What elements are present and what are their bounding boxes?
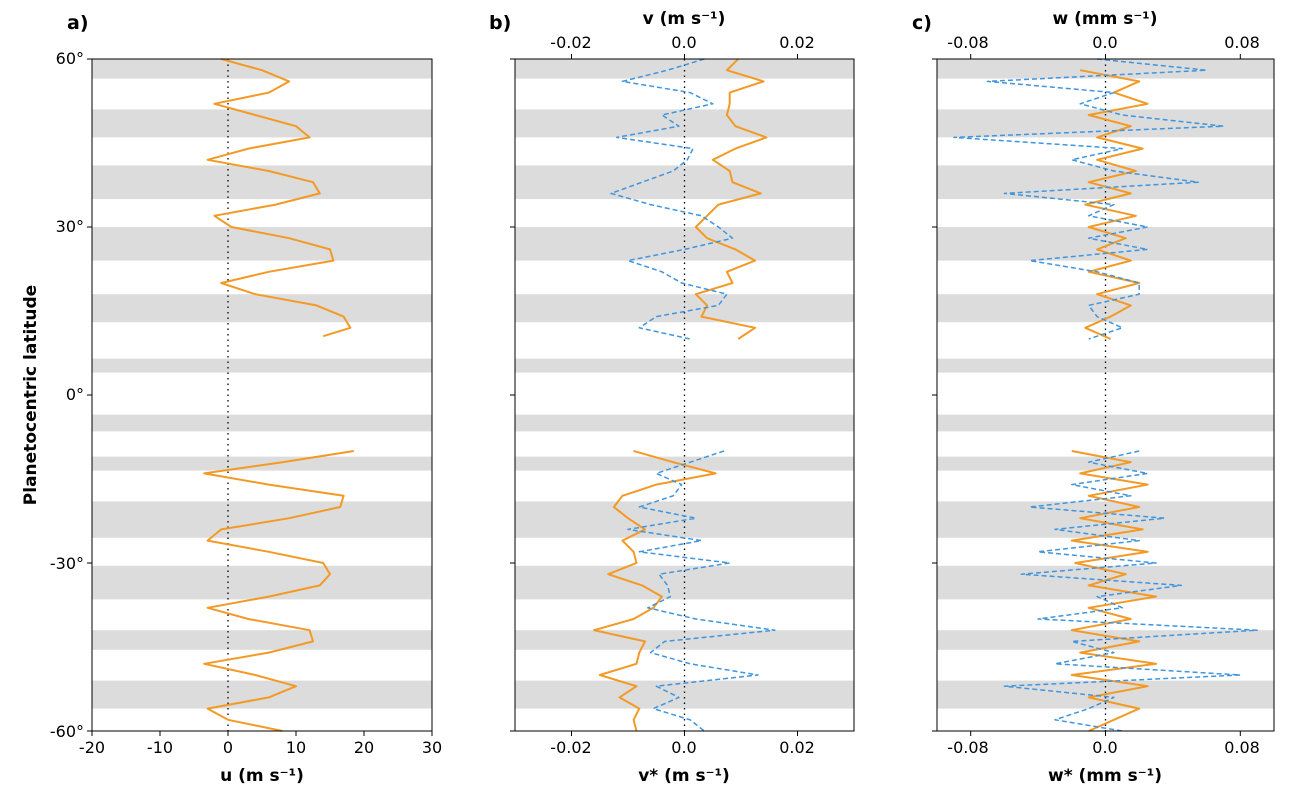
mean-series-line [694, 58, 768, 340]
shaded-band [92, 414, 432, 432]
x-tick-label: 0.02 [779, 738, 815, 757]
eddy-series-line [953, 58, 1225, 340]
y-tick-labels: 60° 30° 0° -30° -60° [50, 49, 84, 741]
panel-b-plot [510, 54, 855, 736]
x-tick-label: 30 [422, 738, 442, 757]
x-top-tick-label: -0.02 [550, 33, 591, 52]
mean-series-line [206, 58, 352, 338]
shaded-band [515, 227, 854, 261]
shaded-band [937, 109, 1274, 138]
shaded-band [92, 358, 432, 373]
panel-a-label: a) [67, 12, 89, 34]
shaded-band [515, 630, 854, 650]
panel-c-x-top-axis-label: w (mm s⁻¹) [1052, 9, 1157, 29]
y-tick-label: 60° [56, 49, 84, 68]
shaded-band [92, 59, 432, 79]
shaded-band [515, 680, 854, 709]
eddy-series-line [610, 58, 734, 340]
y-tick-label: -30° [50, 554, 84, 573]
x-tick-label: 20 [354, 738, 374, 757]
x-top-tick-label: 0.08 [1224, 33, 1260, 52]
panel-b-x-top-axis-label: v (m s⁻¹) [643, 9, 726, 29]
shaded-band [92, 165, 432, 199]
y-tick-label: 30° [56, 217, 84, 236]
y-tick-label: -60° [50, 722, 84, 741]
panel-a-x-axis-label: u (m s⁻¹) [220, 766, 304, 786]
x-tick-label: 0.0 [1092, 738, 1117, 757]
shaded-band [937, 358, 1274, 373]
shaded-band [937, 59, 1274, 79]
mean-series-line [203, 450, 354, 732]
shaded-band [515, 109, 854, 138]
shaded-band [937, 456, 1274, 471]
mean-series-line [593, 450, 717, 732]
shaded-band [92, 565, 432, 600]
panel-a-plot [87, 58, 433, 736]
x-tick-label: -0.08 [947, 738, 988, 757]
shaded-band [937, 501, 1274, 538]
panel-a-x-tick-labels: -20 -10 0 10 20 30 [79, 738, 442, 757]
x-tick-label: -10 [147, 738, 173, 757]
x-tick-label: 0.0 [671, 738, 696, 757]
x-top-tick-label: 0.0 [671, 33, 696, 52]
panel-b-label: b) [489, 12, 511, 34]
eddy-series-line [1003, 450, 1258, 732]
shaded-band [515, 358, 854, 373]
shaded-band [92, 501, 432, 538]
shaded-band [515, 165, 854, 199]
panel-b-x-axis-label: v* (m s⁻¹) [638, 766, 730, 786]
x-top-tick-label: -0.08 [947, 33, 988, 52]
x-tick-label: -20 [79, 738, 105, 757]
shaded-band [937, 165, 1274, 199]
panel-c-x-tick-labels: -0.08 0.0 0.08 -0.08 0.0 0.08 [947, 33, 1260, 757]
shaded-band [92, 680, 432, 709]
shaded-band [92, 294, 432, 323]
x-tick-label: 10 [286, 738, 306, 757]
panel-c-plot [932, 54, 1275, 736]
shaded-band [92, 456, 432, 471]
panel-c-x-axis-label: w* (mm s⁻¹) [1048, 766, 1162, 786]
x-top-tick-label: 0.0 [1092, 33, 1117, 52]
shaded-band [515, 59, 854, 79]
mean-series-line [1070, 450, 1157, 732]
shaded-band [92, 630, 432, 650]
y-axis-label: Planetocentric latitude [21, 285, 41, 505]
x-tick-label: 0.08 [1224, 738, 1260, 757]
panel-b-x-tick-labels: -0.02 0.0 0.02 -0.02 0.0 0.02 [550, 33, 815, 757]
x-tick-label: -0.02 [550, 738, 591, 757]
shaded-band [92, 109, 432, 138]
mean-series-line [1080, 69, 1149, 340]
x-tick-label: 0 [223, 738, 233, 757]
panel-c-label: c) [912, 12, 932, 34]
y-tick-label: 0° [66, 385, 84, 404]
eddy-series-line [627, 450, 776, 732]
x-top-tick-label: 0.02 [779, 33, 815, 52]
